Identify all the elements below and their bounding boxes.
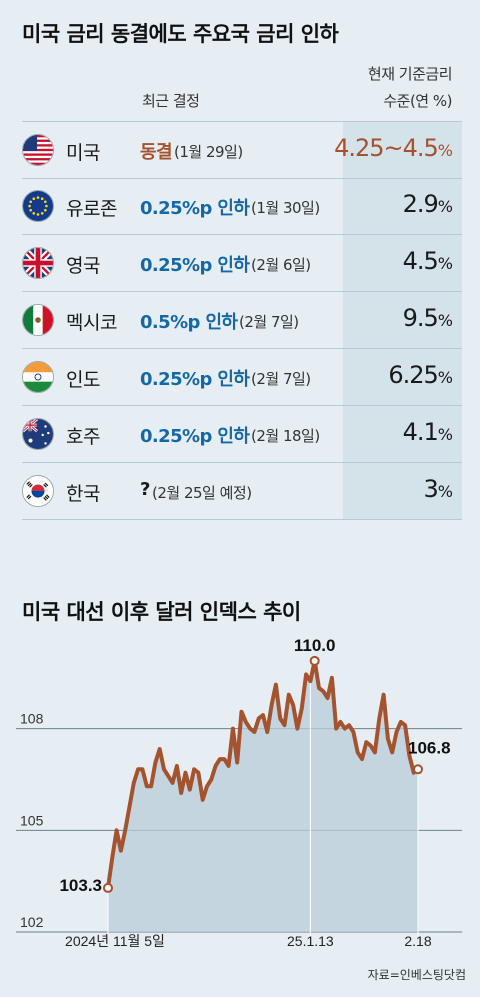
annotation-label: 110.0 <box>294 636 336 655</box>
rate-unit: % <box>437 425 453 444</box>
rate-value: 4.5% <box>402 247 453 275</box>
table-row: 유로존 0.25%p 인하 (1월 30일) 2.9% <box>22 178 462 235</box>
x-tick-label: 25.1.13 <box>287 933 334 949</box>
decision-text: 0.25%p 인하 <box>140 426 250 447</box>
source-note: 자료=인베스팅닷컴 <box>367 968 466 982</box>
header-rate-line2: 수준(연 %) <box>383 92 452 110</box>
decision-text: 0.25%p 인하 <box>140 198 250 219</box>
y-tick-label: 105 <box>20 812 44 828</box>
decision-text: 동결 <box>140 142 173 163</box>
australia-flag-icon <box>22 418 54 450</box>
decision-date: (2월 18일) <box>251 427 320 445</box>
decision-text: 0.25%p 인하 <box>140 255 250 276</box>
rate-number: 4.5 <box>402 247 439 275</box>
decision-date: (2월 25일 예정) <box>152 484 252 502</box>
country-name: 멕시코 <box>66 312 117 334</box>
header-rate-line1: 현재 기준금리 <box>367 65 453 83</box>
decision-date: (2월 7일) <box>251 370 311 388</box>
mexico-flag-icon <box>22 304 54 336</box>
decision-date: (1월 29일) <box>174 143 243 161</box>
rate-number: 6.25 <box>388 361 438 389</box>
rate-number: 4.1 <box>402 418 439 446</box>
india-flag-icon <box>22 361 54 393</box>
annotation-label: 103.3 <box>59 876 102 895</box>
table-row: 미국 동결 (1월 29일) 4.25~4.5% <box>22 121 462 179</box>
y-tick-label: 108 <box>20 711 44 727</box>
annotation-point <box>413 764 423 775</box>
rate-unit: % <box>437 197 453 216</box>
rate-value: 2.9% <box>402 190 453 218</box>
decision-date: (1월 30일) <box>251 199 320 217</box>
country-name: 미국 <box>66 142 100 164</box>
table-title: 미국 금리 동결에도 주요국 금리 인하 <box>22 22 339 46</box>
rate-value: 4.25~4.5% <box>334 134 453 162</box>
korea-flag-icon <box>22 475 54 507</box>
table-row: 인도 0.25%p 인하 (2월 7일) 6.25% <box>22 349 462 406</box>
annotation-point <box>309 655 320 666</box>
rate-value: 3% <box>423 475 453 503</box>
table-row: 멕시코 0.5%p 인하 (2월 7일) 9.5% <box>22 292 462 349</box>
decision-date: (2월 7일) <box>239 313 299 331</box>
rate-value: 4.1% <box>402 418 453 446</box>
rate-unit: % <box>437 141 453 160</box>
x-tick-label: 2.18 <box>404 933 431 949</box>
us-flag-icon <box>22 134 54 166</box>
rate-unit: % <box>437 368 453 387</box>
decision-text: 0.5%p 인하 <box>140 312 238 333</box>
rate-number: 9.5 <box>402 304 439 332</box>
decision-date: (2월 6일) <box>251 256 311 274</box>
rate-number: 4.25~4.5 <box>334 134 439 162</box>
rate-unit: % <box>437 311 453 330</box>
table-row: 호주 0.25%p 인하 (2월 18일) 4.1% <box>22 406 462 463</box>
rate-number: 3 <box>423 475 439 503</box>
table-row: 영국 0.25%p 인하 (2월 6일) 4.5% <box>22 235 462 292</box>
series-line <box>106 658 420 890</box>
y-tick-label: 102 <box>20 914 44 930</box>
uk-flag-icon <box>22 247 54 279</box>
annotation-label: 106.8 <box>408 738 451 757</box>
area-fill <box>108 660 418 932</box>
decision-text: 0.25%p 인하 <box>140 369 250 390</box>
rate-column-background <box>343 121 462 519</box>
eu-flag-icon <box>22 190 54 222</box>
decision-text: ? <box>140 479 150 500</box>
annotation-point <box>103 882 113 893</box>
country-name: 영국 <box>66 255 100 277</box>
x-tick-label: 2024년 11월 5일 <box>65 933 165 949</box>
country-name: 한국 <box>66 483 100 505</box>
rate-unit: % <box>437 482 453 501</box>
country-name: 호주 <box>66 426 100 448</box>
header-decision: 최근 결정 <box>142 92 200 110</box>
table-row: 한국? (2월 25일 예정) 3% <box>22 463 462 520</box>
country-name: 인도 <box>66 369 100 391</box>
rate-value: 6.25% <box>388 361 453 389</box>
rate-value: 9.5% <box>402 304 453 332</box>
chart-title: 미국 대선 이후 달러 인덱스 추이 <box>22 600 301 624</box>
rate-unit: % <box>437 254 453 273</box>
dollar-index-chart: 102 105 108 2024년 11월 5일 25.1.13 2.18 103.3 1… <box>16 636 462 949</box>
country-name: 유로존 <box>66 198 117 220</box>
rate-number: 2.9 <box>402 190 439 218</box>
